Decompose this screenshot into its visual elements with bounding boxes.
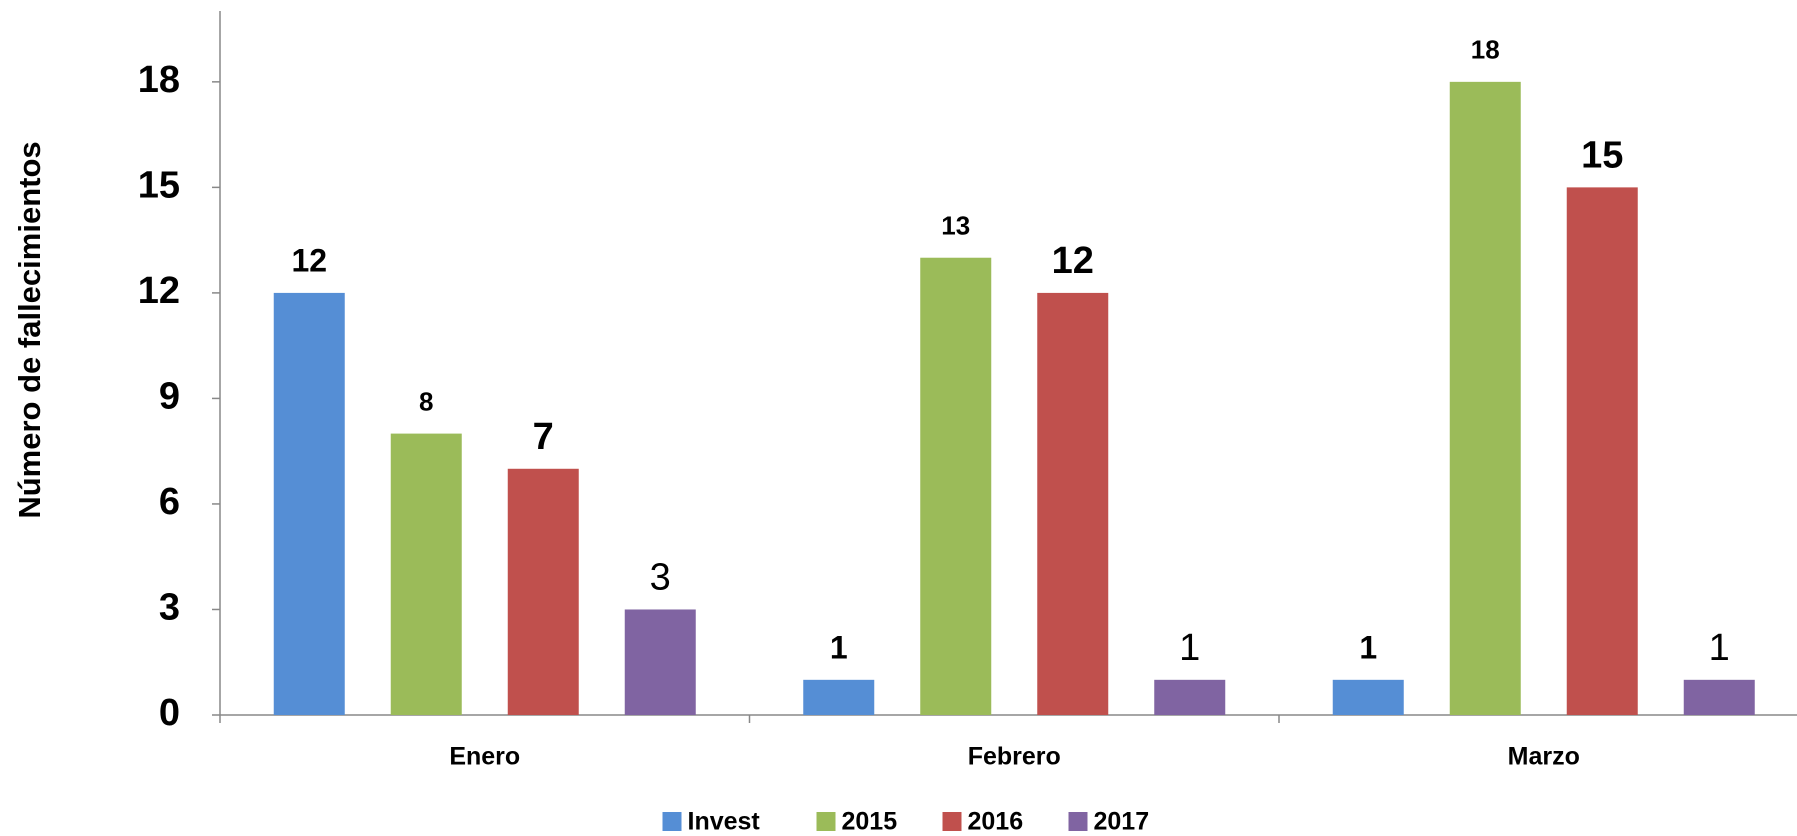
legend-label: Invest — [688, 808, 761, 836]
legend-swatch — [662, 812, 682, 831]
y-axis-label: Número de fallecimientos — [12, 141, 47, 518]
bar — [920, 257, 992, 715]
legend-swatch — [816, 812, 836, 831]
bar — [1154, 679, 1226, 715]
bar — [1683, 679, 1755, 715]
value-label: 8 — [419, 386, 433, 416]
value-label: 1 — [1359, 629, 1377, 665]
x-tick-label: Enero — [449, 743, 520, 771]
value-label: 15 — [1581, 134, 1623, 176]
value-label: 7 — [533, 416, 554, 458]
value-label: 12 — [1052, 240, 1094, 282]
bar — [624, 609, 696, 715]
bar — [390, 433, 462, 715]
legend-swatch — [942, 812, 962, 831]
legend-label: 2017 — [1094, 808, 1150, 836]
bar — [273, 292, 345, 715]
x-tick-label: Febrero — [968, 743, 1061, 771]
value-label: 1 — [1179, 627, 1200, 669]
y-tick-label: 15 — [138, 164, 180, 206]
bar — [507, 468, 579, 715]
legend-label: 2016 — [968, 808, 1024, 836]
legend-swatch — [1068, 812, 1088, 831]
value-label: 1 — [1709, 627, 1730, 669]
bar — [803, 679, 875, 715]
bar — [1332, 679, 1404, 715]
x-tick-label: Marzo — [1508, 743, 1580, 771]
legend-label: 2015 — [842, 808, 898, 836]
y-tick-label: 0 — [159, 692, 180, 734]
y-tick-label: 18 — [138, 59, 180, 101]
value-label: 3 — [650, 557, 671, 599]
bar — [1449, 81, 1521, 716]
value-label: 18 — [1471, 35, 1500, 65]
value-label: 12 — [291, 242, 327, 278]
y-tick-label: 9 — [159, 375, 180, 417]
y-tick-label: 12 — [138, 270, 180, 312]
value-label: 1 — [830, 629, 848, 665]
value-label: 13 — [941, 211, 970, 241]
y-tick-label: 6 — [159, 481, 180, 523]
y-tick-label: 3 — [159, 587, 180, 629]
bar — [1566, 187, 1638, 715]
bar — [1037, 292, 1109, 715]
